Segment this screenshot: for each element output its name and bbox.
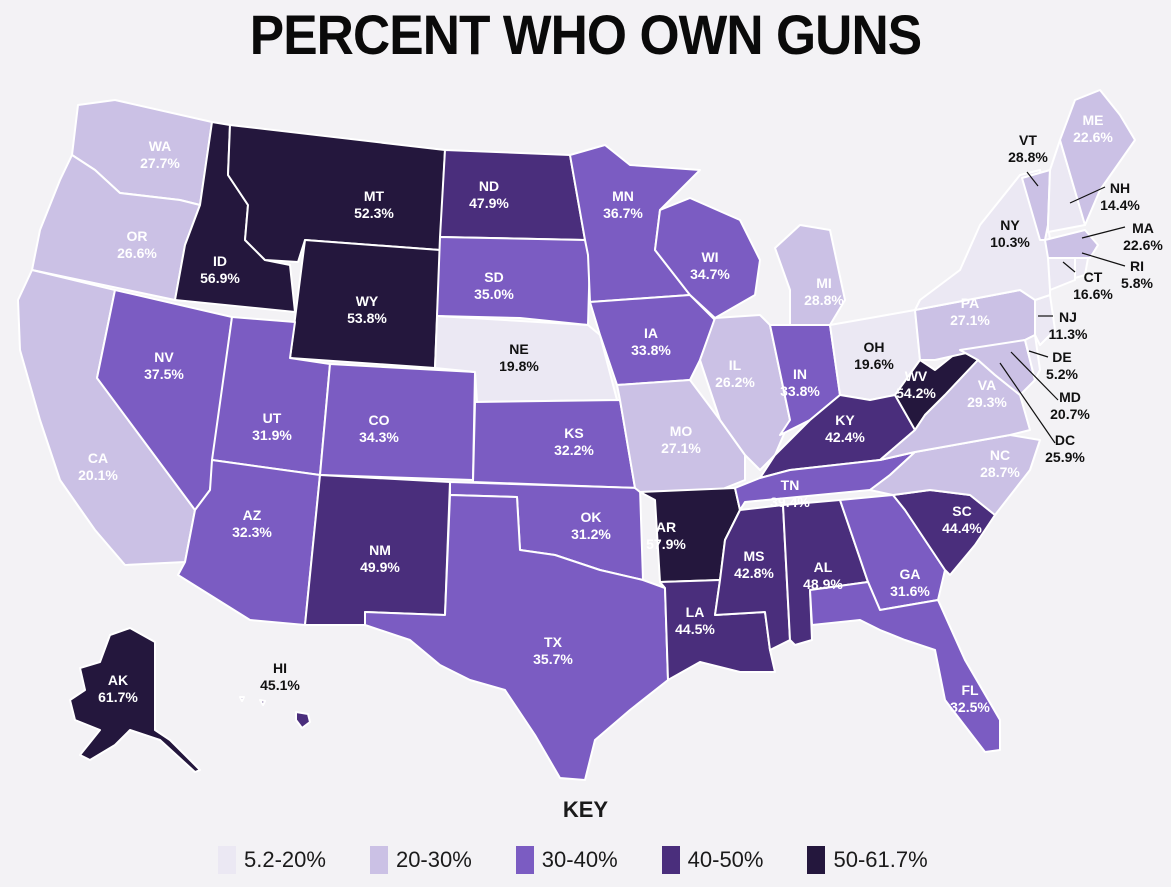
label-TN: TN 39.4%	[770, 477, 810, 510]
state-TX[interactable]	[364, 494, 669, 781]
state-NC[interactable]	[869, 434, 1041, 516]
label-AR: AR 57.9%	[646, 519, 686, 552]
label-MT: MT 52.3%	[354, 188, 394, 221]
label-WV: WV 54.2%	[896, 368, 936, 401]
label-GA: GA 31.6%	[890, 566, 930, 599]
label-KY: KY 42.4%	[825, 412, 865, 445]
key-title: KEY	[562, 797, 609, 822]
label-CA: CA 20.1%	[78, 450, 118, 483]
label-WI: WI 34.7%	[690, 249, 730, 282]
label-NH: NH 14.4%	[1100, 180, 1140, 213]
label-NM: NM 49.9%	[360, 542, 400, 575]
label-NJ: NJ 11.3%	[1048, 309, 1088, 342]
label-AL: AL 48.9%	[803, 559, 843, 592]
label-MD: MD 20.7%	[1050, 389, 1090, 422]
label-KS: KS 32.2%	[554, 425, 594, 458]
label-DC: DC 25.9%	[1045, 432, 1085, 465]
label-PA: PA 27.1%	[950, 295, 990, 328]
state-AK[interactable]	[69, 627, 201, 773]
state-MO[interactable]	[616, 379, 746, 493]
legend-swatch	[515, 846, 534, 874]
state-NH[interactable]	[1047, 139, 1086, 233]
legend-swatch	[218, 846, 236, 874]
legend-label: 5.2-20%	[244, 847, 326, 872]
label-NV: NV 37.5%	[144, 349, 184, 382]
label-RI: RI 5.8%	[1121, 258, 1153, 291]
legend: 5.2-20% 20-30% 30-40% 40-50% 50-61.7%	[218, 846, 972, 874]
label-WY: WY 53.8%	[347, 293, 387, 326]
label-OR: OR 26.6%	[117, 228, 157, 261]
label-FL: FL 32.5%	[950, 682, 990, 715]
label-VT: VT 28.8%	[1008, 132, 1048, 165]
label-MN: MN 36.7%	[603, 188, 643, 221]
label-WA: WA 27.7%	[140, 138, 180, 171]
label-ND: ND 47.9%	[469, 178, 509, 211]
label-AK: AK 61.7%	[98, 672, 138, 705]
label-MS: MS 42.8%	[734, 548, 774, 581]
label-VA: VA 29.3%	[967, 377, 1007, 410]
label-MA: MA 22.6%	[1123, 220, 1163, 253]
state-MI[interactable]	[774, 224, 846, 329]
state-CT[interactable]	[1047, 257, 1076, 291]
label-ME: ME 22.6%	[1073, 112, 1113, 145]
state-VT[interactable]	[1021, 169, 1051, 241]
state-VA[interactable]	[879, 359, 1031, 461]
legend-label: 20-30%	[395, 847, 472, 872]
legend-item-bin2: 20-30%	[369, 846, 472, 874]
label-CO: CO 34.3%	[359, 412, 399, 445]
label-TX: TX 35.7%	[533, 634, 573, 667]
state-FL[interactable]	[809, 581, 1001, 753]
label-UT: UT 31.9%	[252, 410, 292, 443]
legend-swatch	[807, 846, 826, 874]
label-NC: NC 28.7%	[980, 447, 1020, 480]
label-SD: SD 35.0%	[474, 269, 514, 302]
state-DE[interactable]	[1024, 334, 1041, 381]
label-AZ: AZ 32.3%	[232, 507, 272, 540]
state-IL[interactable]	[699, 314, 791, 471]
legend-item-bin5: 50-61.7%	[807, 846, 928, 874]
label-CT: CT 16.6%	[1073, 269, 1113, 302]
label-HI: HI 45.1%	[260, 660, 300, 693]
label-NE: NE 19.8%	[499, 341, 539, 374]
leader-lines	[999, 171, 1126, 444]
label-IA: IA 33.8%	[631, 325, 671, 358]
state-HI[interactable]	[239, 696, 311, 729]
legend-label: 40-50%	[687, 847, 764, 872]
label-MI: MI 28.8%	[804, 275, 844, 308]
legend-item-bin1: 5.2-20%	[218, 846, 326, 874]
state-ND[interactable]	[439, 149, 586, 241]
state-WI[interactable]	[654, 197, 761, 319]
legend-label: 30-40%	[541, 847, 618, 872]
legend-item-bin3: 30-40%	[515, 846, 618, 874]
label-OH: OH 19.6%	[854, 339, 894, 372]
label-DE: DE 5.2%	[1046, 349, 1078, 382]
label-IL: IL 26.2%	[715, 357, 755, 390]
state-MA[interactable]	[1044, 229, 1099, 259]
legend-item-bin4: 40-50%	[661, 846, 764, 874]
state-ME[interactable]	[1059, 89, 1136, 226]
label-OK: OK 31.2%	[571, 509, 611, 542]
label-MO: MO 27.1%	[661, 423, 701, 456]
label-IN: IN 33.8%	[780, 366, 820, 399]
label-ID: ID 56.9%	[200, 253, 240, 286]
map-title: PERCENT WHO OWN GUNS	[249, 3, 922, 66]
label-SC: SC 44.4%	[942, 503, 982, 536]
label-NY: NY 10.3%	[990, 217, 1030, 250]
legend-swatch	[661, 846, 680, 874]
label-LA: LA 44.5%	[675, 604, 715, 637]
legend-swatch	[369, 846, 388, 874]
legend-label: 50-61.7%	[833, 847, 928, 872]
